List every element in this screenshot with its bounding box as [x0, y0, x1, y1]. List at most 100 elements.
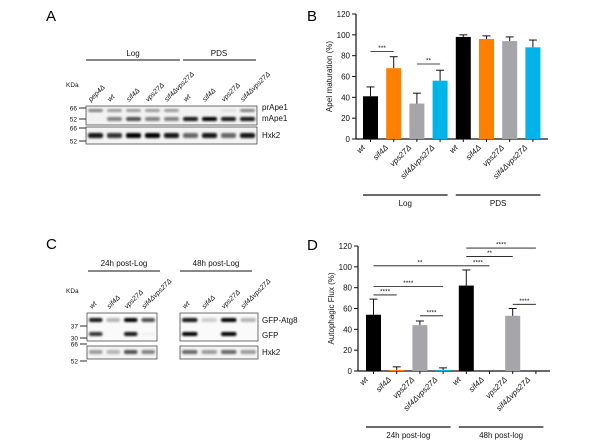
panel-label-a: A — [46, 8, 56, 25]
significance-stars: **** — [473, 259, 484, 266]
band-hxk2 — [124, 350, 138, 354]
band-mape1 — [202, 117, 217, 121]
bar — [409, 103, 425, 139]
band-prape1 — [164, 109, 179, 112]
band-gfp-atg8 — [221, 318, 237, 322]
panel-label-c: C — [46, 236, 57, 253]
significance-stars: ** — [426, 58, 432, 65]
y-tick-label: 40 — [343, 325, 352, 334]
band-gfp-atg8 — [106, 318, 120, 322]
significance-stars: **** — [519, 298, 530, 305]
bar — [455, 36, 471, 139]
bar — [389, 369, 405, 371]
significance-stars: ** — [487, 250, 493, 257]
group-label-48h: 48h post-Log — [193, 259, 240, 268]
band-label: Hxk2 — [262, 348, 281, 357]
kda-label: KDa — [66, 82, 79, 89]
band-hxk2 — [89, 350, 103, 354]
y-tick-label: 100 — [339, 263, 353, 272]
significance-stars: ** — [417, 259, 423, 266]
panel-label-b: B — [307, 8, 317, 25]
band-mape1 — [107, 117, 122, 121]
significance-stars: **** — [496, 242, 507, 249]
x-tick-label: wt — [358, 375, 371, 388]
marker-label: 37 — [71, 324, 79, 331]
lane-label: sif4Δ — [106, 294, 122, 310]
band-hxk2 — [126, 133, 141, 138]
y-axis-label: Autophagic Flux (%) — [327, 272, 336, 344]
band-prape1 — [240, 109, 255, 112]
y-tick-label: 40 — [341, 93, 350, 102]
bar — [435, 369, 451, 371]
band-prape1 — [221, 109, 236, 112]
band-prape1 — [145, 109, 160, 112]
y-tick-label: 20 — [343, 346, 352, 355]
band-mape1 — [221, 117, 236, 121]
lane-label: pep4Δ — [87, 84, 107, 104]
lane-label: vps27Δ — [220, 289, 242, 311]
significance-stars: **** — [426, 309, 437, 316]
band-hxk2 — [164, 133, 179, 138]
blot-membrane-gfp-48h — [179, 312, 259, 342]
band-hxk2 — [107, 133, 122, 138]
marker-label: 52 — [70, 139, 78, 146]
marker-label: 52 — [71, 359, 79, 366]
band-hxk2 — [240, 350, 256, 354]
y-tick-label: 120 — [339, 242, 353, 251]
band-label: prApe1 — [262, 103, 288, 112]
bar — [366, 314, 381, 371]
band-prape1 — [202, 109, 217, 112]
bar — [479, 39, 494, 139]
x-tick-label: sif4Δ — [374, 375, 393, 394]
bar — [363, 96, 378, 139]
band-hxk2 — [201, 350, 217, 354]
lane-label: wt — [88, 300, 99, 311]
group-label-pds: PDS — [211, 49, 227, 58]
x-tick-label: wt — [355, 143, 368, 156]
band-mape1 — [240, 117, 255, 121]
x-tick-label: wt — [451, 375, 464, 388]
band-label: Hxk2 — [262, 131, 281, 140]
blot-membrane-hxk2-48h — [179, 345, 259, 360]
lane-label: sif4Δ — [201, 87, 217, 103]
marker-label: 30 — [71, 336, 79, 343]
band-gfp — [182, 332, 198, 336]
band-prape1 — [107, 109, 122, 112]
band-hxk2 — [182, 350, 198, 354]
band-mape1 — [164, 117, 179, 121]
lane-label: wt — [182, 93, 193, 104]
band-gfp — [141, 332, 155, 336]
y-tick-label: 20 — [341, 114, 350, 123]
y-axis-label: ApeI maturation (%) — [325, 41, 334, 112]
y-tick-label: 80 — [343, 284, 352, 293]
bar — [525, 47, 541, 140]
x-tick-label: wt — [448, 143, 461, 156]
marker-label: 66 — [71, 342, 79, 349]
y-tick-label: 60 — [343, 305, 352, 314]
bar — [458, 285, 474, 371]
band-mape1 — [145, 117, 160, 121]
band-hxk2 — [221, 350, 237, 354]
group-label: Log — [399, 199, 412, 208]
significance-stars: *** — [378, 45, 386, 52]
band-gfp-atg8 — [182, 318, 198, 322]
band-gfp-atg8 — [141, 318, 155, 322]
band-label: mApe1 — [262, 114, 288, 123]
lane-label: sif4Δ — [201, 294, 217, 310]
y-tick-label: 0 — [348, 367, 353, 376]
lane-label: vps27Δ — [144, 82, 166, 104]
group-label-24h: 24h post-Log — [101, 259, 148, 268]
band-gfp — [89, 332, 103, 336]
x-tick-label: sif4Δ — [464, 143, 483, 162]
significance-stars: **** — [380, 288, 391, 295]
group-label: PDS — [490, 199, 506, 208]
band-label: GFP — [262, 331, 278, 340]
band-hxk2 — [141, 350, 155, 354]
lane-label: sif4Δ — [125, 87, 141, 103]
lane-label: wt — [181, 300, 192, 311]
